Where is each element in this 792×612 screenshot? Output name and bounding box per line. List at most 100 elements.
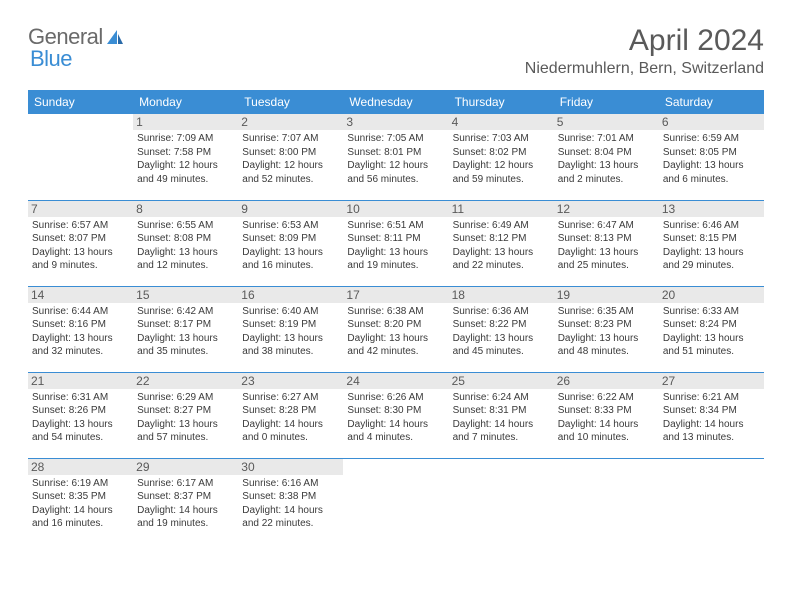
logo-sail-icon xyxy=(105,28,125,46)
daylight-text: Daylight: 13 hours and 35 minutes. xyxy=(137,332,234,359)
daylight-text: Daylight: 13 hours and 16 minutes. xyxy=(242,246,339,273)
calendar-cell: 12Sunrise: 6:47 AMSunset: 8:13 PMDayligh… xyxy=(554,200,659,286)
day-info: Sunrise: 6:26 AMSunset: 8:30 PMDaylight:… xyxy=(347,391,444,445)
sunset-text: Sunset: 8:37 PM xyxy=(137,490,234,504)
day-number: 9 xyxy=(238,201,343,217)
sunrise-text: Sunrise: 6:49 AM xyxy=(453,219,550,233)
sunrise-text: Sunrise: 6:42 AM xyxy=(137,305,234,319)
weekday-header: Sunday xyxy=(28,90,133,114)
day-number: 13 xyxy=(659,201,764,217)
day-info: Sunrise: 6:53 AMSunset: 8:09 PMDaylight:… xyxy=(242,219,339,273)
calendar-cell xyxy=(554,458,659,544)
daylight-text: Daylight: 12 hours and 59 minutes. xyxy=(453,159,550,186)
sunrise-text: Sunrise: 6:29 AM xyxy=(137,391,234,405)
day-number: 4 xyxy=(449,114,554,130)
calendar-header: SundayMondayTuesdayWednesdayThursdayFrid… xyxy=(28,90,764,114)
sunset-text: Sunset: 8:15 PM xyxy=(663,232,760,246)
sunrise-text: Sunrise: 6:24 AM xyxy=(453,391,550,405)
day-info: Sunrise: 6:59 AMSunset: 8:05 PMDaylight:… xyxy=(663,132,760,186)
sunrise-text: Sunrise: 6:35 AM xyxy=(558,305,655,319)
day-info: Sunrise: 6:35 AMSunset: 8:23 PMDaylight:… xyxy=(558,305,655,359)
sunset-text: Sunset: 8:23 PM xyxy=(558,318,655,332)
daylight-text: Daylight: 12 hours and 52 minutes. xyxy=(242,159,339,186)
calendar-cell: 11Sunrise: 6:49 AMSunset: 8:12 PMDayligh… xyxy=(449,200,554,286)
sunrise-text: Sunrise: 6:27 AM xyxy=(242,391,339,405)
daylight-text: Daylight: 13 hours and 32 minutes. xyxy=(32,332,129,359)
sunset-text: Sunset: 8:35 PM xyxy=(32,490,129,504)
day-info: Sunrise: 6:31 AMSunset: 8:26 PMDaylight:… xyxy=(32,391,129,445)
day-number: 29 xyxy=(133,459,238,475)
sunrise-text: Sunrise: 6:38 AM xyxy=(347,305,444,319)
calendar-cell: 10Sunrise: 6:51 AMSunset: 8:11 PMDayligh… xyxy=(343,200,448,286)
sunrise-text: Sunrise: 6:16 AM xyxy=(242,477,339,491)
sunrise-text: Sunrise: 7:09 AM xyxy=(137,132,234,146)
day-number: 21 xyxy=(28,373,133,389)
day-number xyxy=(28,114,133,130)
sunset-text: Sunset: 8:34 PM xyxy=(663,404,760,418)
day-info: Sunrise: 6:24 AMSunset: 8:31 PMDaylight:… xyxy=(453,391,550,445)
sunset-text: Sunset: 8:07 PM xyxy=(32,232,129,246)
daylight-text: Daylight: 13 hours and 48 minutes. xyxy=(558,332,655,359)
daylight-text: Daylight: 14 hours and 22 minutes. xyxy=(242,504,339,531)
daylight-text: Daylight: 13 hours and 19 minutes. xyxy=(347,246,444,273)
day-number: 10 xyxy=(343,201,448,217)
day-number: 17 xyxy=(343,287,448,303)
day-number: 30 xyxy=(238,459,343,475)
calendar-cell: 16Sunrise: 6:40 AMSunset: 8:19 PMDayligh… xyxy=(238,286,343,372)
weekday-header: Thursday xyxy=(449,90,554,114)
sunrise-text: Sunrise: 7:05 AM xyxy=(347,132,444,146)
sunset-text: Sunset: 8:11 PM xyxy=(347,232,444,246)
calendar-cell: 1Sunrise: 7:09 AMSunset: 7:58 PMDaylight… xyxy=(133,114,238,200)
day-info: Sunrise: 6:22 AMSunset: 8:33 PMDaylight:… xyxy=(558,391,655,445)
sunset-text: Sunset: 8:26 PM xyxy=(32,404,129,418)
calendar-table: SundayMondayTuesdayWednesdayThursdayFrid… xyxy=(28,90,764,544)
day-info: Sunrise: 7:05 AMSunset: 8:01 PMDaylight:… xyxy=(347,132,444,186)
day-number: 15 xyxy=(133,287,238,303)
sunset-text: Sunset: 8:38 PM xyxy=(242,490,339,504)
daylight-text: Daylight: 13 hours and 25 minutes. xyxy=(558,246,655,273)
day-info: Sunrise: 6:33 AMSunset: 8:24 PMDaylight:… xyxy=(663,305,760,359)
weekday-header: Friday xyxy=(554,90,659,114)
sunrise-text: Sunrise: 6:47 AM xyxy=(558,219,655,233)
day-number: 14 xyxy=(28,287,133,303)
calendar-row: 21 Sunrise: 6:31 AMSunset: 8:26 PMDayligh… xyxy=(28,372,764,458)
day-number: 5 xyxy=(554,114,659,130)
daylight-text: Daylight: 14 hours and 16 minutes. xyxy=(32,504,129,531)
calendar-cell: 23Sunrise: 6:27 AMSunset: 8:28 PMDayligh… xyxy=(238,372,343,458)
day-number: 22 xyxy=(133,373,238,389)
day-number: 3 xyxy=(343,114,448,130)
day-number: 12 xyxy=(554,201,659,217)
day-info: Sunrise: 6:16 AMSunset: 8:38 PMDaylight:… xyxy=(242,477,339,531)
day-info: Sunrise: 6:19 AMSunset: 8:35 PMDaylight:… xyxy=(32,477,129,531)
day-number: 25 xyxy=(449,373,554,389)
calendar-cell: 17Sunrise: 6:38 AMSunset: 8:20 PMDayligh… xyxy=(343,286,448,372)
calendar-cell: 29Sunrise: 6:17 AMSunset: 8:37 PMDayligh… xyxy=(133,458,238,544)
calendar-cell: 30 Sunrise: 6:16 AMSunset: 8:38 PMDayligh… xyxy=(238,458,343,544)
sunrise-text: Sunrise: 6:40 AM xyxy=(242,305,339,319)
sunrise-text: Sunrise: 7:07 AM xyxy=(242,132,339,146)
sunrise-text: Sunrise: 6:59 AM xyxy=(663,132,760,146)
calendar-cell: 7Sunrise: 6:57 AMSunset: 8:07 PMDaylight… xyxy=(28,200,133,286)
sunset-text: Sunset: 8:12 PM xyxy=(453,232,550,246)
calendar-cell: 20Sunrise: 6:33 AMSunset: 8:24 PMDayligh… xyxy=(659,286,764,372)
day-number xyxy=(343,459,448,475)
sunset-text: Sunset: 8:19 PM xyxy=(242,318,339,332)
weekday-header: Monday xyxy=(133,90,238,114)
sunrise-text: Sunrise: 6:36 AM xyxy=(453,305,550,319)
daylight-text: Daylight: 14 hours and 10 minutes. xyxy=(558,418,655,445)
sunset-text: Sunset: 8:05 PM xyxy=(663,146,760,160)
calendar-cell: 4Sunrise: 7:03 AMSunset: 8:02 PMDaylight… xyxy=(449,114,554,200)
calendar-cell xyxy=(28,114,133,200)
day-info: Sunrise: 6:55 AMSunset: 8:08 PMDaylight:… xyxy=(137,219,234,273)
day-info: Sunrise: 7:09 AMSunset: 7:58 PMDaylight:… xyxy=(137,132,234,186)
daylight-text: Daylight: 13 hours and 12 minutes. xyxy=(137,246,234,273)
day-info: Sunrise: 7:07 AMSunset: 8:00 PMDaylight:… xyxy=(242,132,339,186)
calendar-cell: 14 Sunrise: 6:44 AMSunset: 8:16 PMDayligh… xyxy=(28,286,133,372)
day-number xyxy=(659,459,764,475)
sunset-text: Sunset: 8:01 PM xyxy=(347,146,444,160)
sunrise-text: Sunrise: 6:17 AM xyxy=(137,477,234,491)
sunset-text: Sunset: 8:04 PM xyxy=(558,146,655,160)
day-info: Sunrise: 6:44 AMSunset: 8:16 PMDaylight:… xyxy=(32,305,129,359)
day-number: 28 xyxy=(28,459,133,475)
sunset-text: Sunset: 8:20 PM xyxy=(347,318,444,332)
